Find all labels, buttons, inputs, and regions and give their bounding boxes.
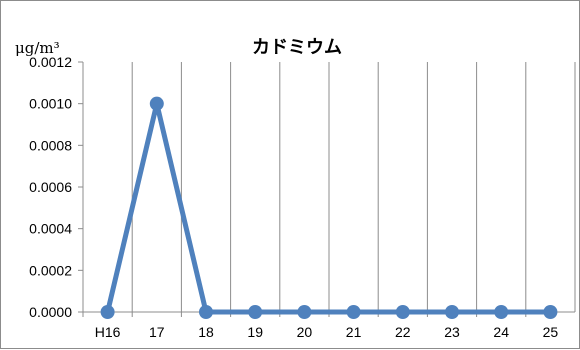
data-point-marker [100,305,115,319]
y-tick-label: 0.0006 [29,179,72,195]
data-point-marker [395,305,410,319]
x-tick-label: 25 [543,324,559,340]
y-tick-label: 0.0010 [29,96,72,112]
data-point-marker [494,305,509,319]
y-tick-label: 0.0000 [29,304,72,320]
x-tick-label: 22 [395,324,411,340]
plot-area: 0.0000 0.0002 0.0004 0.0006 0.0008 0.0010 0.00… [29,54,576,340]
x-tick-label: 18 [198,324,214,340]
series-line [105,103,553,315]
data-point-marker [199,305,213,319]
data-point-marker [445,305,459,319]
data-point-marker [346,305,361,319]
x-tick-label: 20 [297,324,313,340]
x-tick-label: 17 [149,324,165,340]
x-tick-label: 21 [346,324,362,340]
x-tick-label: H16 [95,324,121,340]
x-tick-label: 19 [247,324,263,340]
y-tick-label: 0.0008 [29,137,72,153]
data-point-marker [297,305,312,319]
y-axis-unit-label: μg/m³ [15,39,60,57]
x-tick-label: 23 [444,324,460,340]
y-tick-label: 0.0002 [29,262,72,278]
data-point-marker [248,305,263,319]
y-tick-label: 0.0004 [29,221,72,237]
y-tick-label: 0.0012 [29,54,72,70]
data-point-marker [149,96,164,111]
x-tick-label: 24 [493,324,509,340]
data-point-marker [543,305,558,319]
chart-title: カドミウム [252,37,342,58]
